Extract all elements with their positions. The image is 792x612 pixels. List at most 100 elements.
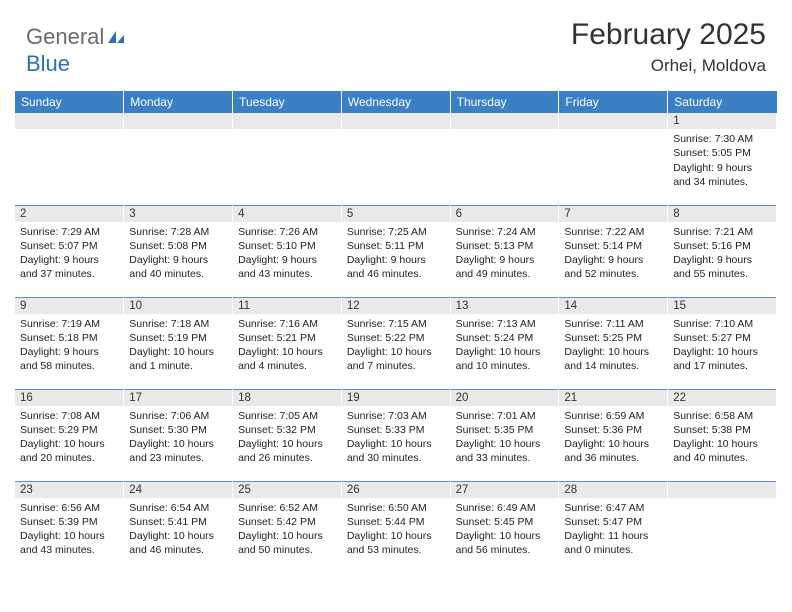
day-number-empty	[342, 113, 450, 129]
sunrise-line: Sunrise: 7:08 AM	[20, 409, 118, 423]
sunset-line: Sunset: 5:33 PM	[347, 423, 445, 437]
sunset-line: Sunset: 5:38 PM	[673, 423, 771, 437]
logo-word-a: General	[26, 24, 104, 49]
day-number: 19	[342, 390, 450, 406]
calendar-cell: 27Sunrise: 6:49 AMSunset: 5:45 PMDayligh…	[450, 481, 559, 573]
calendar-cell: 3Sunrise: 7:28 AMSunset: 5:08 PMDaylight…	[124, 205, 233, 297]
day-number: 9	[15, 298, 123, 314]
sunset-line: Sunset: 5:19 PM	[129, 331, 227, 345]
sunrise-line: Sunrise: 7:29 AM	[20, 225, 118, 239]
calendar-cell: 9Sunrise: 7:19 AMSunset: 5:18 PMDaylight…	[15, 297, 124, 389]
day-content: Sunrise: 7:13 AMSunset: 5:24 PMDaylight:…	[451, 314, 559, 378]
daylight-line: Daylight: 10 hours and 7 minutes.	[347, 345, 445, 373]
day-number: 12	[342, 298, 450, 314]
day-content: Sunrise: 7:29 AMSunset: 5:07 PMDaylight:…	[15, 222, 123, 286]
sunset-line: Sunset: 5:29 PM	[20, 423, 118, 437]
calendar-body: 1Sunrise: 7:30 AMSunset: 5:05 PMDaylight…	[15, 113, 777, 573]
calendar-cell: 26Sunrise: 6:50 AMSunset: 5:44 PMDayligh…	[341, 481, 450, 573]
calendar-cell: 2Sunrise: 7:29 AMSunset: 5:07 PMDaylight…	[15, 205, 124, 297]
sunrise-line: Sunrise: 6:59 AM	[564, 409, 662, 423]
daylight-line: Daylight: 10 hours and 50 minutes.	[238, 529, 336, 557]
day-content: Sunrise: 7:11 AMSunset: 5:25 PMDaylight:…	[559, 314, 667, 378]
calendar-cell	[450, 113, 559, 205]
calendar-cell: 22Sunrise: 6:58 AMSunset: 5:38 PMDayligh…	[668, 389, 777, 481]
day-content: Sunrise: 6:52 AMSunset: 5:42 PMDaylight:…	[233, 498, 341, 562]
sunrise-line: Sunrise: 7:05 AM	[238, 409, 336, 423]
calendar-cell: 24Sunrise: 6:54 AMSunset: 5:41 PMDayligh…	[124, 481, 233, 573]
day-number: 17	[124, 390, 232, 406]
sunset-line: Sunset: 5:44 PM	[347, 515, 445, 529]
day-number: 8	[668, 206, 776, 222]
day-content: Sunrise: 7:01 AMSunset: 5:35 PMDaylight:…	[451, 406, 559, 470]
daylight-line: Daylight: 10 hours and 53 minutes.	[347, 529, 445, 557]
sunset-line: Sunset: 5:05 PM	[673, 146, 771, 160]
header: General Blue February 2025 Orhei, Moldov…	[0, 0, 792, 85]
day-number: 21	[559, 390, 667, 406]
day-number-empty	[559, 113, 667, 129]
calendar-row: 9Sunrise: 7:19 AMSunset: 5:18 PMDaylight…	[15, 297, 777, 389]
day-number: 7	[559, 206, 667, 222]
sunset-line: Sunset: 5:35 PM	[456, 423, 554, 437]
day-content: Sunrise: 6:50 AMSunset: 5:44 PMDaylight:…	[342, 498, 450, 562]
day-content: Sunrise: 7:15 AMSunset: 5:22 PMDaylight:…	[342, 314, 450, 378]
day-content: Sunrise: 6:59 AMSunset: 5:36 PMDaylight:…	[559, 406, 667, 470]
calendar-cell: 6Sunrise: 7:24 AMSunset: 5:13 PMDaylight…	[450, 205, 559, 297]
calendar-cell: 28Sunrise: 6:47 AMSunset: 5:47 PMDayligh…	[559, 481, 668, 573]
day-number-empty	[124, 113, 232, 129]
day-content: Sunrise: 7:26 AMSunset: 5:10 PMDaylight:…	[233, 222, 341, 286]
day-number: 18	[233, 390, 341, 406]
sunrise-line: Sunrise: 7:03 AM	[347, 409, 445, 423]
calendar-row: 23Sunrise: 6:56 AMSunset: 5:39 PMDayligh…	[15, 481, 777, 573]
daylight-line: Daylight: 9 hours and 52 minutes.	[564, 253, 662, 281]
day-number: 2	[15, 206, 123, 222]
day-number-empty	[233, 113, 341, 129]
sunset-line: Sunset: 5:13 PM	[456, 239, 554, 253]
day-content: Sunrise: 7:03 AMSunset: 5:33 PMDaylight:…	[342, 406, 450, 470]
calendar-cell: 4Sunrise: 7:26 AMSunset: 5:10 PMDaylight…	[233, 205, 342, 297]
calendar-cell	[15, 113, 124, 205]
sunrise-line: Sunrise: 7:21 AM	[673, 225, 771, 239]
day-number: 16	[15, 390, 123, 406]
calendar-cell: 1Sunrise: 7:30 AMSunset: 5:05 PMDaylight…	[668, 113, 777, 205]
sunrise-line: Sunrise: 7:11 AM	[564, 317, 662, 331]
day-number: 5	[342, 206, 450, 222]
day-content: Sunrise: 6:54 AMSunset: 5:41 PMDaylight:…	[124, 498, 232, 562]
daylight-line: Daylight: 10 hours and 10 minutes.	[456, 345, 554, 373]
sunrise-line: Sunrise: 7:13 AM	[456, 317, 554, 331]
sunset-line: Sunset: 5:16 PM	[673, 239, 771, 253]
sunrise-line: Sunrise: 7:26 AM	[238, 225, 336, 239]
calendar-cell	[124, 113, 233, 205]
sunset-line: Sunset: 5:18 PM	[20, 331, 118, 345]
day-content: Sunrise: 6:56 AMSunset: 5:39 PMDaylight:…	[15, 498, 123, 562]
sunrise-line: Sunrise: 7:06 AM	[129, 409, 227, 423]
day-content: Sunrise: 7:18 AMSunset: 5:19 PMDaylight:…	[124, 314, 232, 378]
day-content: Sunrise: 7:21 AMSunset: 5:16 PMDaylight:…	[668, 222, 776, 286]
calendar-cell: 15Sunrise: 7:10 AMSunset: 5:27 PMDayligh…	[668, 297, 777, 389]
daylight-line: Daylight: 10 hours and 14 minutes.	[564, 345, 662, 373]
sunset-line: Sunset: 5:07 PM	[20, 239, 118, 253]
sunrise-line: Sunrise: 7:18 AM	[129, 317, 227, 331]
sunrise-line: Sunrise: 7:28 AM	[129, 225, 227, 239]
calendar-cell: 14Sunrise: 7:11 AMSunset: 5:25 PMDayligh…	[559, 297, 668, 389]
calendar-cell	[341, 113, 450, 205]
calendar-cell: 19Sunrise: 7:03 AMSunset: 5:33 PMDayligh…	[341, 389, 450, 481]
day-number: 22	[668, 390, 776, 406]
sunset-line: Sunset: 5:47 PM	[564, 515, 662, 529]
logo-word-b: Blue	[26, 51, 70, 76]
sunrise-line: Sunrise: 7:24 AM	[456, 225, 554, 239]
title-block: February 2025 Orhei, Moldova	[571, 18, 766, 76]
sunset-line: Sunset: 5:41 PM	[129, 515, 227, 529]
day-number-empty	[451, 113, 559, 129]
day-number: 27	[451, 482, 559, 498]
calendar-cell	[559, 113, 668, 205]
day-number: 14	[559, 298, 667, 314]
calendar-cell: 8Sunrise: 7:21 AMSunset: 5:16 PMDaylight…	[668, 205, 777, 297]
sunset-line: Sunset: 5:10 PM	[238, 239, 336, 253]
calendar-cell	[668, 481, 777, 573]
day-number: 11	[233, 298, 341, 314]
sunset-line: Sunset: 5:08 PM	[129, 239, 227, 253]
daylight-line: Daylight: 10 hours and 43 minutes.	[20, 529, 118, 557]
daylight-line: Daylight: 9 hours and 46 minutes.	[347, 253, 445, 281]
weekday-header: Monday	[124, 91, 233, 113]
day-content: Sunrise: 7:06 AMSunset: 5:30 PMDaylight:…	[124, 406, 232, 470]
